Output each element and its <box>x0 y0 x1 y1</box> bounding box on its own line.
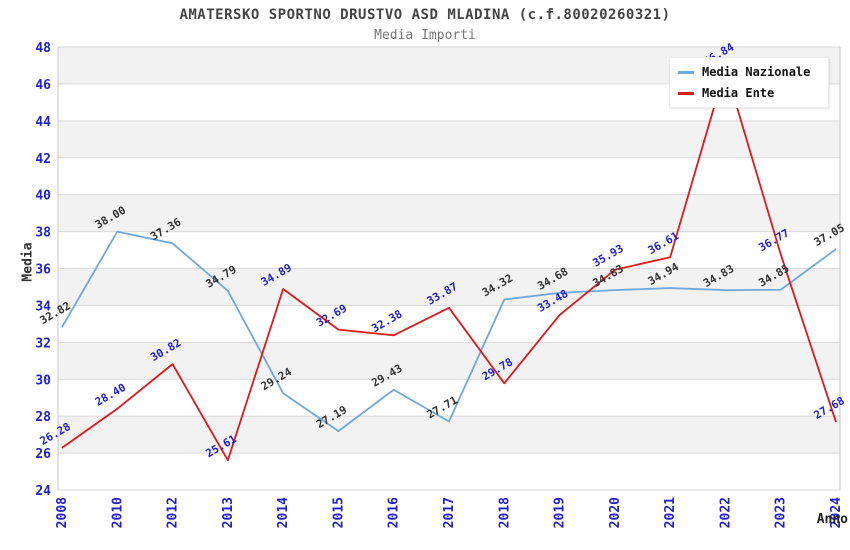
legend: Media Nazionale Media Ente <box>669 57 829 108</box>
plot-bands <box>58 47 840 490</box>
x-axis-title: Anno <box>816 512 848 527</box>
svg-text:2021: 2021 <box>663 497 678 528</box>
svg-text:2010: 2010 <box>110 497 125 528</box>
svg-text:28: 28 <box>35 410 51 425</box>
legend-label-media-ente: Media Ente <box>702 86 775 100</box>
svg-text:2014: 2014 <box>276 497 291 528</box>
svg-text:36: 36 <box>35 263 51 278</box>
svg-text:24: 24 <box>35 484 51 499</box>
svg-text:2015: 2015 <box>331 497 346 528</box>
svg-text:2016: 2016 <box>387 497 402 528</box>
chart-title: AMATERSKO SPORTNO DRUSTVO ASD MLADINA (c… <box>179 7 671 23</box>
svg-text:26: 26 <box>35 447 51 462</box>
media-nazionale-line-swatch <box>678 70 694 74</box>
legend-item-media-nazionale: Media Nazionale <box>678 65 820 79</box>
media-ente-line-swatch <box>678 91 694 95</box>
svg-text:2012: 2012 <box>166 497 181 528</box>
svg-text:34: 34 <box>35 299 51 314</box>
gridlines <box>57 46 841 491</box>
y-axis-tick-labels: 24 26 28 30 32 34 36 38 40 42 44 46 48 <box>35 41 51 499</box>
svg-text:2020: 2020 <box>608 497 623 528</box>
svg-text:2018: 2018 <box>497 497 512 528</box>
svg-text:46: 46 <box>35 78 51 93</box>
svg-text:38: 38 <box>35 226 51 241</box>
svg-text:30: 30 <box>35 373 51 388</box>
legend-item-media-ente: Media Ente <box>678 86 820 100</box>
svg-text:2024: 2024 <box>829 497 844 528</box>
legend-label-media-nazionale: Media Nazionale <box>702 65 811 79</box>
svg-text:2023: 2023 <box>774 497 789 528</box>
svg-text:2022: 2022 <box>718 497 733 528</box>
svg-text:42: 42 <box>35 152 51 167</box>
x-axis-tick-labels: 2008 2010 2012 2013 2014 2015 2016 2017 2018 2019… <box>55 497 844 528</box>
svg-text:2008: 2008 <box>55 497 70 528</box>
series-line-media-ente <box>61 67 837 462</box>
svg-text:32: 32 <box>35 336 51 351</box>
chart-subtitle: Media Importi <box>374 28 476 43</box>
svg-text:2019: 2019 <box>553 497 568 528</box>
series-line-media-nazionale <box>61 230 837 433</box>
svg-text:48: 48 <box>35 41 51 56</box>
svg-text:40: 40 <box>35 189 51 204</box>
svg-text:44: 44 <box>35 115 51 130</box>
svg-text:2013: 2013 <box>221 497 236 528</box>
svg-text:2017: 2017 <box>442 497 457 528</box>
